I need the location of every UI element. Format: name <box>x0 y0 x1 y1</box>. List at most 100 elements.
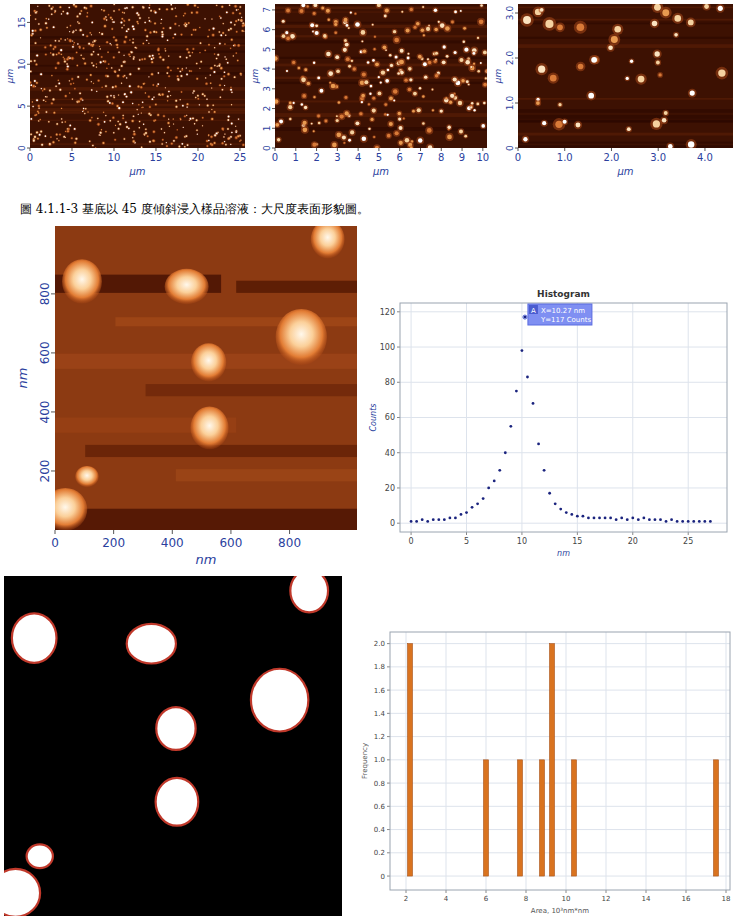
particle <box>211 118 213 120</box>
particle <box>304 68 307 71</box>
particle <box>466 80 469 83</box>
particle <box>219 43 221 45</box>
particle <box>110 120 111 121</box>
particle <box>140 86 142 88</box>
particle-halo <box>232 55 234 57</box>
particle <box>110 17 112 19</box>
particle <box>361 101 363 103</box>
particle <box>228 116 230 118</box>
particle <box>235 126 236 127</box>
particle-halo <box>57 52 60 55</box>
particle <box>61 54 62 55</box>
particle-halo <box>181 104 184 107</box>
particle-halo <box>102 141 105 144</box>
particle <box>385 79 389 83</box>
particle <box>196 11 198 13</box>
particle <box>77 43 78 44</box>
particle <box>373 136 375 138</box>
particle-halo <box>312 95 316 99</box>
particle-halo <box>127 28 130 31</box>
particle <box>35 42 37 44</box>
particle-halo <box>181 68 183 70</box>
particle-halo <box>151 61 154 64</box>
particle-halo <box>99 48 101 50</box>
particle <box>378 92 382 96</box>
particle <box>313 130 315 132</box>
particle <box>360 113 362 115</box>
particle-halo <box>64 121 66 123</box>
particle <box>224 141 225 142</box>
particle-halo <box>197 6 199 8</box>
particle <box>92 45 94 47</box>
particle-halo <box>152 130 155 133</box>
particle <box>454 11 457 14</box>
particle-halo <box>160 18 162 20</box>
particle-halo <box>204 49 206 51</box>
particle-halo <box>212 104 215 107</box>
particle-halo <box>129 91 133 95</box>
particle <box>220 67 222 69</box>
particle-halo <box>383 102 388 107</box>
particle <box>328 71 333 76</box>
particle <box>90 32 91 33</box>
particle-halo <box>228 4 230 6</box>
particle-halo <box>180 118 182 120</box>
particle-halo <box>142 123 144 125</box>
particle-halo <box>30 117 33 120</box>
particle <box>69 7 70 8</box>
particle-halo <box>153 30 156 33</box>
particle <box>138 104 139 105</box>
particle-halo <box>138 120 140 122</box>
particle-halo <box>132 27 135 30</box>
particle-halo <box>75 51 77 53</box>
particle <box>211 87 212 88</box>
particle-halo <box>312 4 318 8</box>
particle-halo <box>35 81 38 84</box>
particle-halo <box>109 42 111 44</box>
particle-halo <box>33 9 36 12</box>
particle <box>387 114 389 116</box>
particle-halo <box>334 54 341 61</box>
particle <box>301 4 305 7</box>
particle-halo <box>166 72 169 75</box>
particle-halo <box>61 121 63 123</box>
particle-halo <box>91 144 94 147</box>
particle-halo <box>118 69 121 72</box>
particle <box>117 75 119 77</box>
particle-halo <box>48 4 51 7</box>
particle-halo <box>105 19 107 21</box>
particle-halo <box>475 102 480 107</box>
afm-image <box>275 4 487 148</box>
particle <box>105 85 107 87</box>
particle-halo <box>421 121 425 125</box>
particle-halo <box>189 55 192 58</box>
particle <box>72 41 73 42</box>
particle <box>155 11 157 13</box>
particle-halo <box>192 28 195 31</box>
particle <box>236 52 237 53</box>
particle <box>161 35 163 37</box>
particle-halo <box>340 134 347 141</box>
particle-halo <box>213 70 216 73</box>
particle-halo <box>177 78 180 81</box>
particle <box>387 134 391 138</box>
particle-halo <box>229 88 232 91</box>
particle <box>178 79 180 81</box>
particle-halo <box>230 21 233 24</box>
particle-halo <box>368 92 372 96</box>
particle <box>65 131 66 132</box>
particle-halo <box>242 143 245 146</box>
particle-halo <box>191 52 193 54</box>
particle-halo <box>132 115 135 118</box>
particle <box>227 62 229 64</box>
particle-halo <box>325 50 333 58</box>
particle <box>400 49 404 53</box>
particle <box>144 58 146 60</box>
particle <box>145 129 147 131</box>
particle <box>346 57 350 61</box>
particle <box>113 97 115 99</box>
particle-halo <box>233 44 236 47</box>
particle <box>67 130 69 132</box>
figure-page: 圖 4.1.1-3 基底以 45 度傾斜浸入樣品溶液：大尺度表面形貌圖。0510… <box>0 0 737 920</box>
particle <box>105 131 106 132</box>
